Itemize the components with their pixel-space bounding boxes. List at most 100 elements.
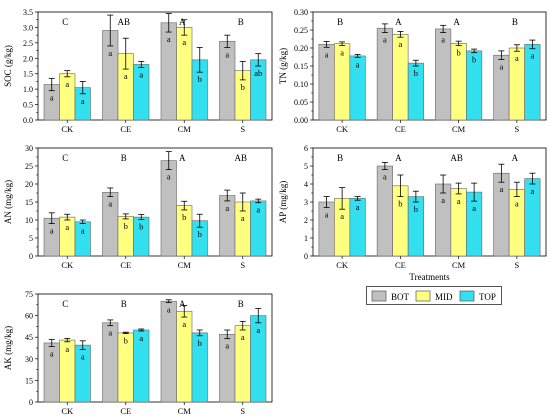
bar-bot [160, 300, 177, 403]
bar-significance-letter: a [472, 203, 476, 213]
y-tick-label: 1 [304, 234, 308, 243]
y-tick-label: 25 [25, 162, 33, 171]
y-axis-label: SOC (g/kg) [3, 45, 13, 87]
x-tick-label: S [515, 260, 520, 270]
y-axis-label: AK (mg/kg) [3, 326, 13, 370]
legend-swatch-bot [371, 290, 387, 302]
bar-significance-letter: a [515, 53, 519, 63]
bar-significance-letter: b [398, 199, 402, 209]
bar-significance-letter: a [182, 37, 186, 47]
group-significance-label: AB [117, 17, 130, 27]
bar-significance-letter: b [414, 68, 418, 78]
bar-significance-letter: a [167, 305, 171, 315]
group-significance-label: A [395, 153, 402, 163]
chart-ap: 0 1 2 3 4 5 6 AP (mg/kg) CK Ba a a CE Aa b b CM AB a a a S Aa a… [278, 144, 547, 282]
bar-significance-letter: a [515, 199, 519, 209]
y-tick-label: 0 [29, 398, 33, 407]
bar-significance-letter: a [108, 48, 112, 58]
y-tick-label: 45 [25, 333, 33, 342]
x-tick-label: CK [336, 124, 349, 134]
bar-top [466, 191, 483, 257]
bar-significance-letter: a [340, 47, 344, 57]
x-tick-label: CM [178, 406, 192, 416]
group-significance-label: A [179, 299, 186, 309]
y-tick-label: 0.00 [294, 116, 308, 125]
bar-significance-letter: a [225, 341, 229, 351]
legend: BOT MID TOP [366, 286, 502, 305]
group-significance-label: A [179, 17, 186, 27]
x-tick-label: S [515, 124, 520, 134]
y-tick-label: 10 [25, 216, 33, 225]
x-tick-label: CE [120, 260, 131, 270]
bar-significance-letter: a [139, 70, 143, 80]
x-tick-label: CE [120, 124, 131, 134]
bar-significance-letter: b [124, 221, 128, 231]
y-tick-label: 0.15 [294, 62, 308, 71]
y-tick-label: 0 [29, 252, 33, 261]
bar-significance-letter: a [441, 195, 445, 205]
x-tick-label: CK [336, 260, 349, 270]
group-significance-label: A [453, 17, 460, 27]
bar-significance-letter: a [398, 39, 402, 49]
bar-significance-letter: b [414, 204, 418, 214]
group-significance-label: C [62, 153, 68, 163]
bar-significance-letter: a [65, 222, 69, 232]
y-tick-label: 0.05 [294, 98, 308, 107]
bar-significance-letter: a [383, 35, 387, 45]
y-tick-label: 3.0 [23, 23, 33, 32]
y-tick-label: 3.5 [23, 8, 33, 17]
y-tick-label: 1.5 [23, 70, 33, 79]
y-tick-label: 4 [304, 180, 308, 189]
bar-significance-letter: a [167, 172, 171, 182]
bar-significance-letter: a [108, 328, 112, 338]
bar-significance-letter: a [241, 213, 245, 223]
group-significance-label: B [512, 17, 518, 27]
bar-significance-letter: b [241, 82, 245, 92]
bar-significance-letter: a [50, 93, 54, 103]
group-significance-label: C [62, 17, 68, 27]
bar-significance-letter: b [457, 47, 461, 57]
bar-significance-letter: a [139, 333, 143, 343]
y-tick-label: 0.20 [294, 44, 308, 53]
y-tick-label: 0.10 [294, 80, 308, 89]
y-tick-label: 2 [304, 216, 308, 225]
group-significance-label: AB [450, 153, 463, 163]
bar-significance-letter: a [340, 211, 344, 221]
y-tick-label: 2.5 [23, 39, 33, 48]
bar-significance-letter: a [167, 34, 171, 44]
bar-significance-letter: b [472, 55, 476, 65]
legend-label-bot: BOT [391, 292, 410, 302]
y-tick-label: 1.0 [23, 85, 33, 94]
x-tick-label: CM [178, 260, 192, 270]
bar-significance-letter: a [530, 186, 534, 196]
y-axis-label: AN (mg/kg) [3, 180, 13, 224]
bar-significance-letter: a [50, 349, 54, 359]
chart-ak: 0 15 30 45 60 75 AK (mg/kg) CK Ca a a CE Ba b a CM Aa a b S… [3, 290, 273, 416]
x-tick-label: S [240, 260, 245, 270]
chart-soc: 0.0 0.5 1.0 1.5 2.0 2.5 3.0 3.5 SOC (g/kg) CK Ca a a… [3, 8, 273, 134]
bar-significance-letter: a [108, 199, 112, 209]
group-significance-label: A [512, 153, 519, 163]
bar-significance-letter: a [499, 184, 503, 194]
bar-significance-letter: a [65, 344, 69, 354]
bar-significance-letter: a [256, 205, 260, 215]
legend-swatch-top [459, 290, 475, 302]
y-tick-label: 30 [25, 144, 33, 153]
x-tick-label: CK [61, 124, 74, 134]
bar-significance-letter: b [198, 74, 202, 84]
x-tick-label: CE [395, 260, 406, 270]
bar-significance-letter: b [198, 338, 202, 348]
group-significance-label: B [337, 153, 343, 163]
x-tick-label: S [240, 124, 245, 134]
x-axis-label: Treatments [409, 272, 450, 282]
bar-significance-letter: ab [254, 68, 262, 78]
y-tick-label: 15 [25, 376, 33, 385]
y-axis-label: TN (g/kg) [278, 48, 288, 84]
y-tick-label: 0 [304, 252, 308, 261]
bar-significance-letter: a [50, 226, 54, 236]
bar-significance-letter: a [65, 79, 69, 89]
x-tick-label: CM [452, 260, 466, 270]
legend-label-top: TOP [479, 292, 496, 302]
y-tick-label: 0.0 [23, 116, 33, 125]
